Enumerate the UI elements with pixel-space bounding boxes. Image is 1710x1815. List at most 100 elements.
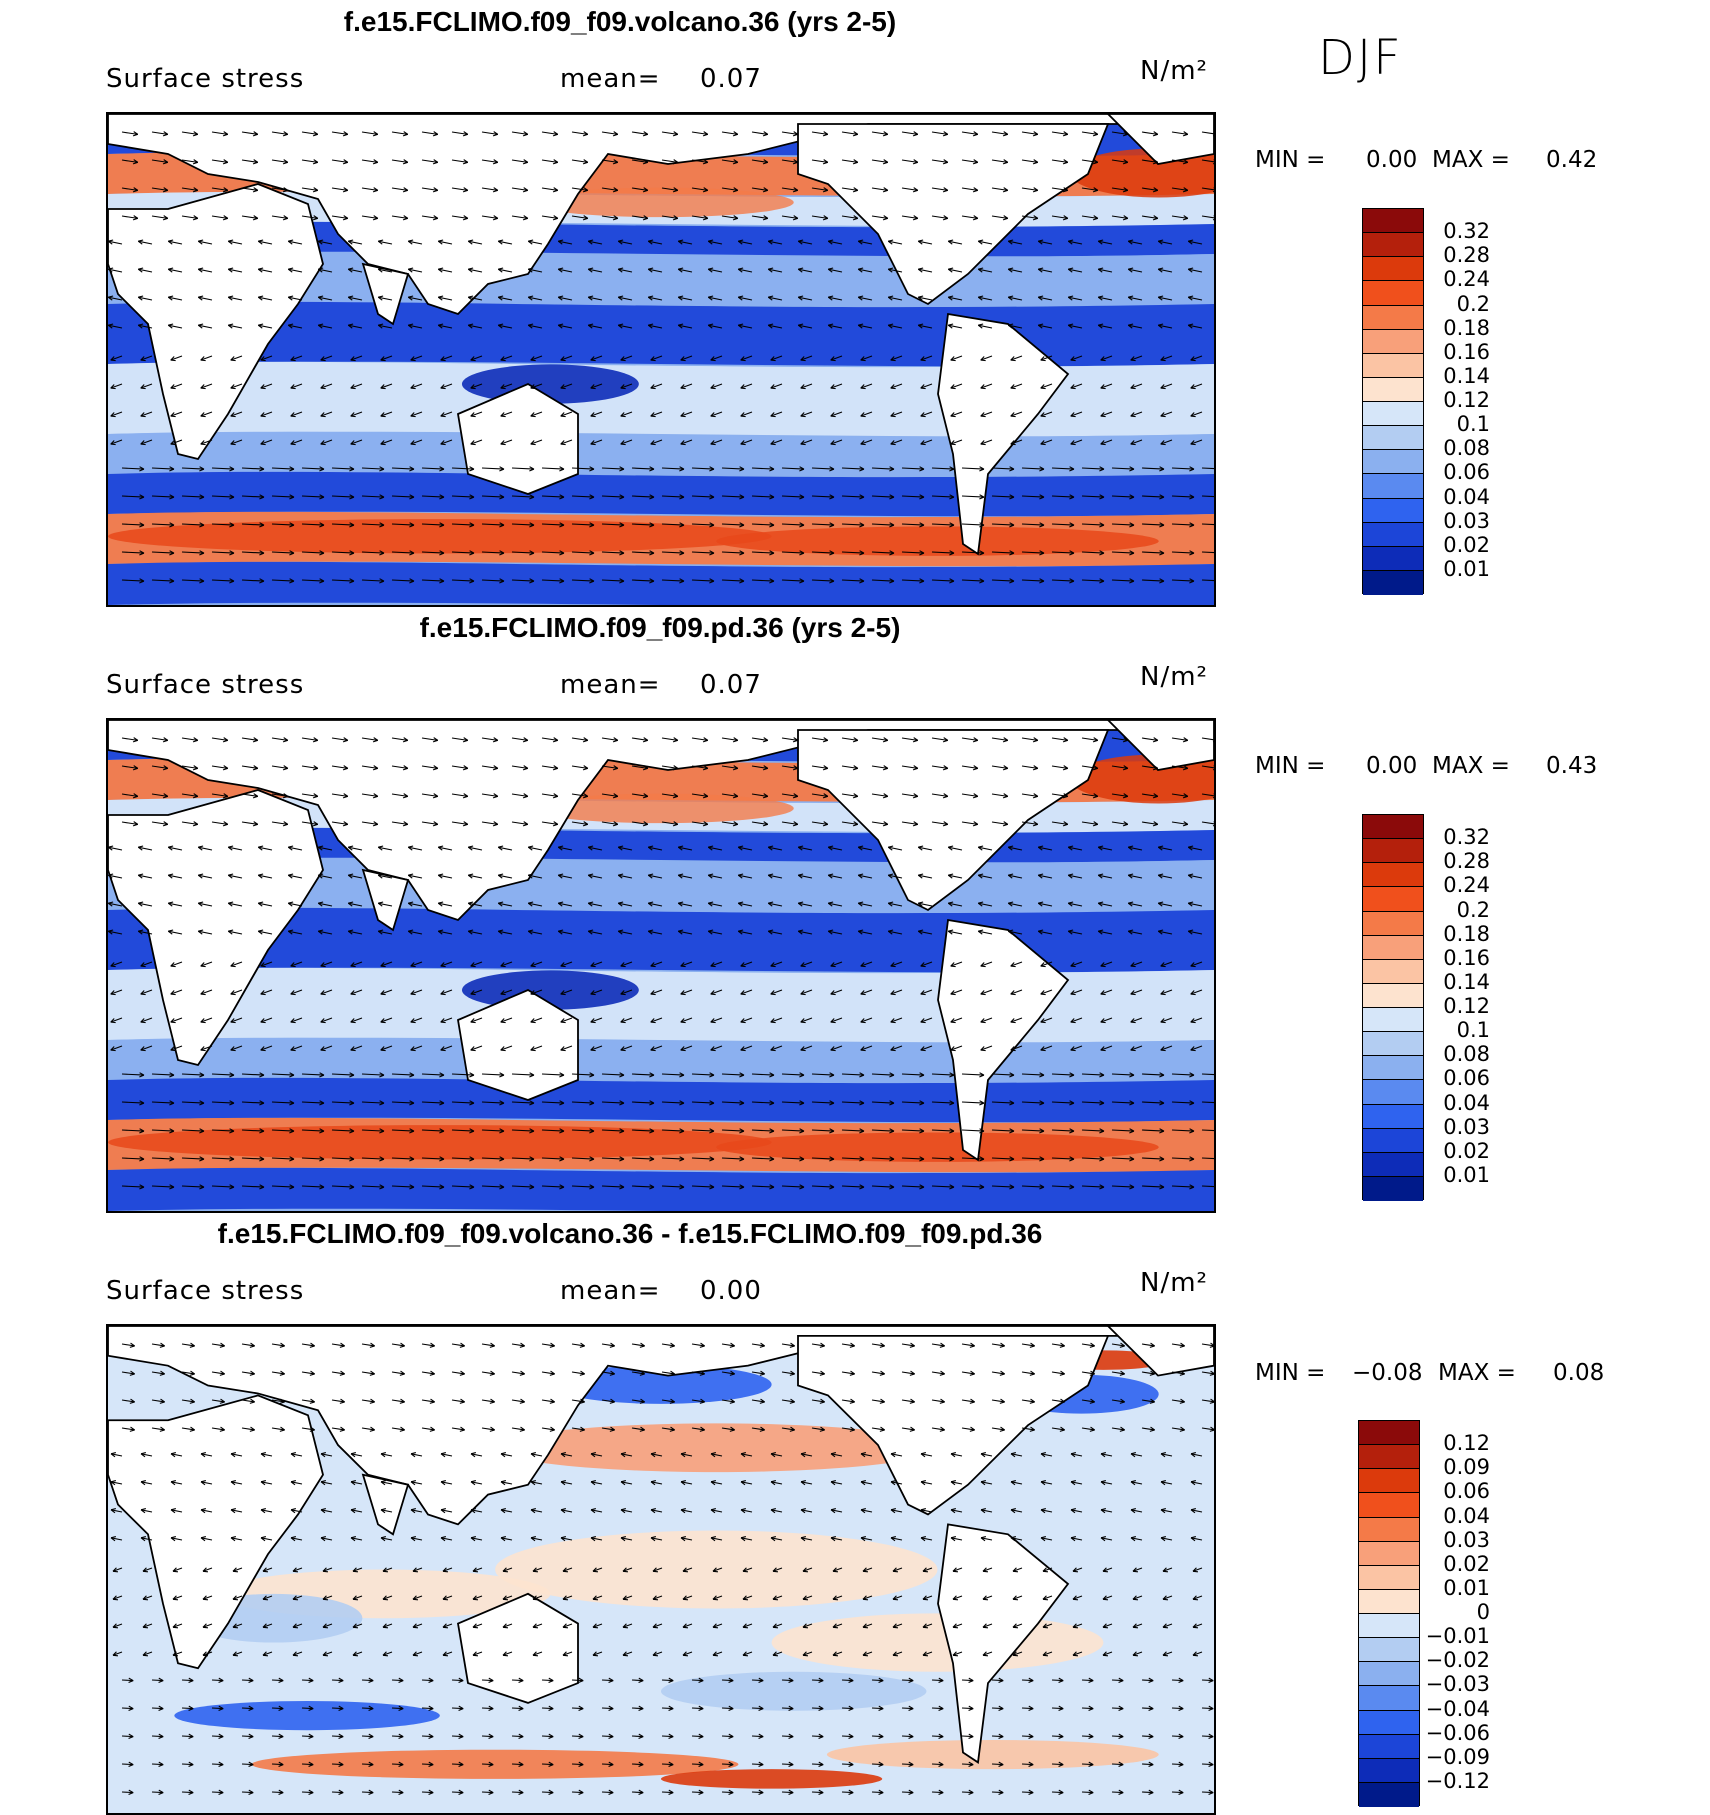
colorbar-swatch — [1359, 1541, 1419, 1566]
panel2-max-label: MAX = — [1432, 753, 1510, 779]
panel1-field-svg — [108, 114, 1214, 605]
colorbar-tick-label: 0.03 — [1443, 1527, 1490, 1552]
colorbar-swatch — [1363, 233, 1423, 258]
colorbar-tick-label: 0.01 — [1443, 1575, 1490, 1600]
panel1-units: N/m² — [1140, 56, 1208, 86]
colorbar-swatch — [1359, 1493, 1419, 1518]
colorbar-tick-label: −0.06 — [1425, 1720, 1490, 1745]
panel2-max-value: 0.43 — [1546, 753, 1598, 779]
panel2-map — [106, 718, 1216, 1213]
panel3-min-label: MIN = — [1255, 1360, 1326, 1386]
panel1-max-value: 0.42 — [1546, 147, 1598, 173]
colorbar-tick-label: 0.14 — [1443, 363, 1490, 388]
colorbar-tick-label: 0.32 — [1443, 825, 1490, 850]
colorbar-tick-label: −0.12 — [1425, 1768, 1490, 1793]
panel2-mean-value: 0.07 — [700, 670, 762, 700]
colorbar-swatch — [1363, 329, 1423, 354]
colorbar-swatch — [1359, 1758, 1419, 1783]
colorbar-tick-label: 0.02 — [1443, 1551, 1490, 1576]
colorbar-swatch — [1359, 1421, 1419, 1446]
panel1-max-label: MAX = — [1432, 147, 1510, 173]
colorbar-swatch — [1359, 1565, 1419, 1590]
colorbar-swatch — [1363, 911, 1423, 936]
panel2-mean-label: mean= — [560, 670, 661, 700]
colorbar-tick-label: 0.02 — [1443, 1138, 1490, 1163]
colorbar-swatch — [1359, 1710, 1419, 1735]
panel1-mean-label: mean= — [560, 64, 661, 94]
panel2-title: f.e15.FCLIMO.f09_f09.pd.36 (yrs 2-5) — [419, 612, 901, 643]
panel3-variable: Surface stress — [106, 1276, 305, 1306]
colorbar-tick-label: 0.16 — [1443, 339, 1490, 364]
colorbar-tick-label: 0.32 — [1443, 219, 1490, 244]
panel2-field-svg — [108, 720, 1214, 1211]
panel3-field-svg — [108, 1326, 1214, 1813]
colorbar-tick-label: 0.12 — [1443, 994, 1490, 1018]
colorbar-tick-label: 0.18 — [1443, 921, 1490, 946]
panel1-map — [106, 112, 1216, 607]
colorbar-swatch — [1363, 305, 1423, 330]
panel1-title: f.e15.FCLIMO.f09_f09.volcano.36 (yrs 2-5… — [343, 6, 897, 37]
panel2-variable: Surface stress — [106, 670, 305, 700]
colorbar-tick-label: 0.24 — [1443, 873, 1490, 898]
panel3-min-value: −0.08 — [1352, 1360, 1423, 1386]
colorbar-tick-label: 0.2 — [1456, 897, 1490, 922]
panel2-min-label: MIN = — [1255, 753, 1326, 779]
colorbar-swatch — [1359, 1782, 1419, 1807]
colorbar-tick-label: −0.01 — [1425, 1624, 1490, 1649]
colorbar-swatch — [1363, 935, 1423, 960]
season-label: DJF — [1318, 30, 1403, 86]
panel1-colorbar — [1362, 208, 1424, 595]
colorbar-swatch — [1363, 522, 1423, 547]
colorbar-tick-label: 0.06 — [1443, 1479, 1490, 1504]
colorbar-swatch — [1363, 1128, 1423, 1153]
colorbar-swatch — [1363, 570, 1423, 595]
colorbar-swatch — [1363, 450, 1423, 475]
colorbar-tick-label: 0 — [1476, 1600, 1490, 1624]
colorbar-swatch — [1359, 1517, 1419, 1542]
colorbar-swatch — [1363, 281, 1423, 306]
colorbar-swatch — [1363, 257, 1423, 282]
panel3-max-label: MAX = — [1438, 1360, 1516, 1386]
colorbar-tick-label: 0.28 — [1443, 849, 1490, 874]
colorbar-swatch — [1363, 815, 1423, 840]
colorbar-swatch — [1363, 1104, 1423, 1129]
colorbar-tick-label: 0.06 — [1443, 460, 1490, 485]
colorbar-swatch — [1363, 887, 1423, 912]
colorbar-swatch — [1359, 1614, 1419, 1639]
colorbar-swatch — [1363, 839, 1423, 864]
colorbar-tick-label: 0.12 — [1443, 388, 1490, 412]
colorbar-tick-label: 0.04 — [1443, 1090, 1490, 1115]
panel1-min-value: 0.00 — [1366, 147, 1418, 173]
colorbar-tick-label: −0.04 — [1425, 1696, 1490, 1721]
colorbar-swatch — [1363, 209, 1423, 234]
colorbar-swatch — [1359, 1734, 1419, 1759]
colorbar-tick-label: 0.24 — [1443, 267, 1490, 292]
colorbar-tick-label: −0.03 — [1425, 1672, 1490, 1697]
colorbar-swatch — [1359, 1662, 1419, 1687]
panel3-mean-value: 0.00 — [700, 1276, 762, 1306]
colorbar-swatch — [1363, 1056, 1423, 1081]
colorbar-swatch — [1363, 353, 1423, 378]
panel3-title: f.e15.FCLIMO.f09_f09.volcano.36 - f.e15.… — [217, 1218, 1043, 1249]
colorbar-swatch — [1363, 1152, 1423, 1177]
panel1-min-label: MIN = — [1255, 147, 1326, 173]
colorbar-tick-label: 0.2 — [1456, 291, 1490, 316]
panel1-mean-value: 0.07 — [700, 64, 762, 94]
colorbar-tick-label: −0.09 — [1425, 1744, 1490, 1769]
colorbar-tick-label: 0.28 — [1443, 243, 1490, 268]
colorbar-tick-label: 0.1 — [1456, 1018, 1490, 1043]
colorbar-tick-label: 0.06 — [1443, 1066, 1490, 1091]
colorbar-swatch — [1359, 1445, 1419, 1470]
panel2-min-value: 0.00 — [1366, 753, 1418, 779]
colorbar-swatch — [1363, 1176, 1423, 1201]
colorbar-tick-label: 0.01 — [1443, 1162, 1490, 1187]
colorbar-tick-label: 0.08 — [1443, 1042, 1490, 1067]
colorbar-swatch — [1363, 402, 1423, 427]
colorbar-swatch — [1359, 1638, 1419, 1663]
colorbar-swatch — [1359, 1589, 1419, 1614]
colorbar-tick-label: 0.04 — [1443, 1503, 1490, 1528]
colorbar-tick-label: −0.02 — [1425, 1648, 1490, 1673]
colorbar-swatch — [1363, 546, 1423, 571]
panel2-colorbar — [1362, 814, 1424, 1201]
panel2-units: N/m² — [1140, 662, 1208, 692]
